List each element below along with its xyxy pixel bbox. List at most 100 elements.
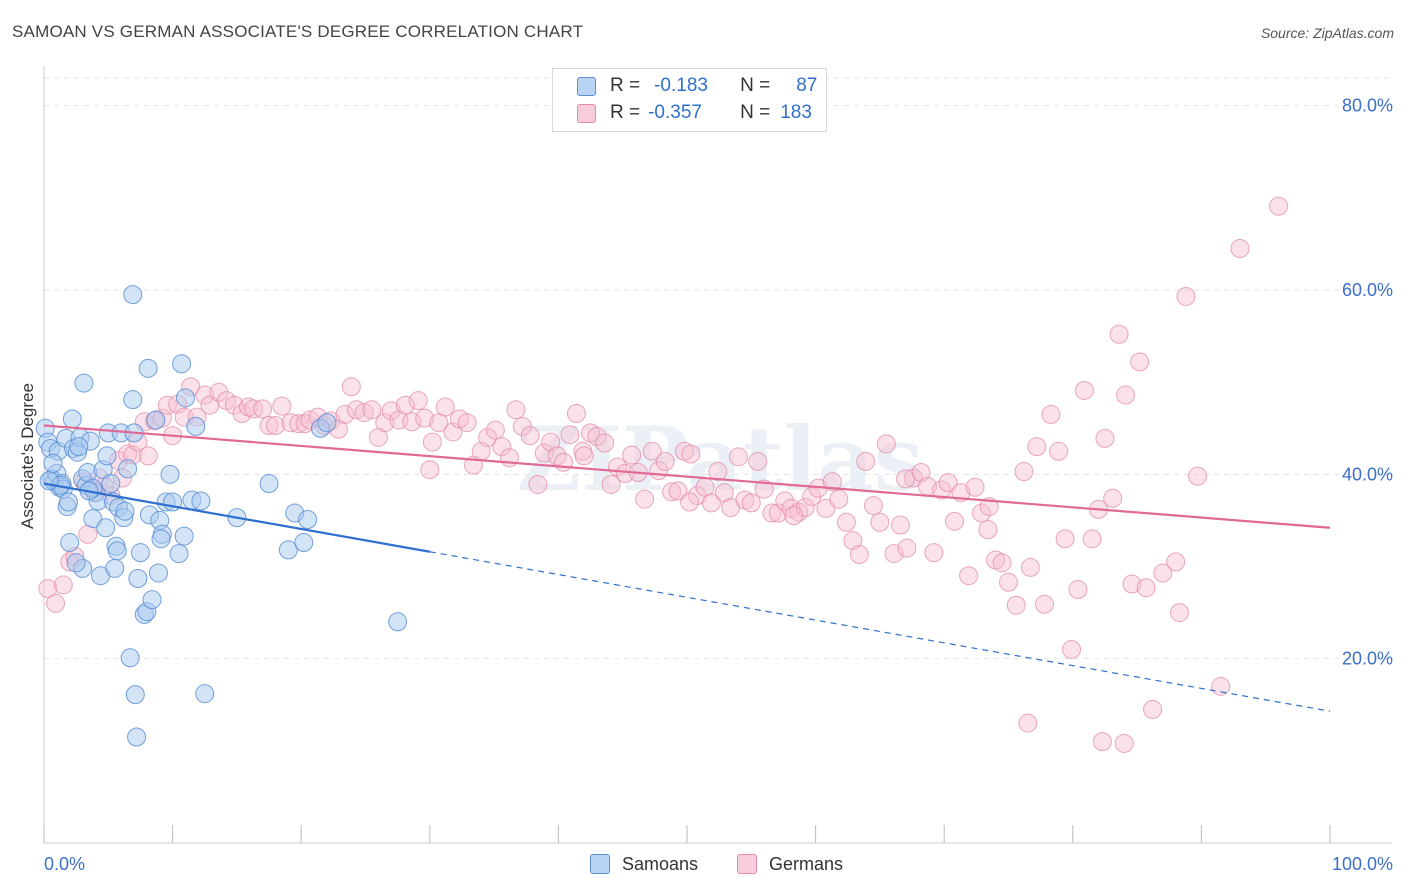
german-point xyxy=(1230,239,1250,259)
samoan-point xyxy=(317,413,337,433)
samoan-point xyxy=(60,533,80,553)
samoan-point xyxy=(123,390,143,410)
german-point xyxy=(38,579,58,599)
german-point xyxy=(402,412,422,432)
german-point xyxy=(375,413,395,433)
german-point xyxy=(520,426,540,446)
samoan-point xyxy=(127,727,147,747)
german-point xyxy=(836,512,856,532)
samoan-point xyxy=(118,459,138,479)
german-point xyxy=(1143,699,1163,719)
y-tick-label: 80.0% xyxy=(1342,96,1393,116)
german-point xyxy=(408,391,428,411)
german-point xyxy=(272,396,292,416)
german-point xyxy=(754,479,774,499)
german-point xyxy=(999,572,1018,592)
german-point xyxy=(748,451,768,471)
german-point xyxy=(1188,466,1208,486)
german-point xyxy=(506,400,526,420)
german-point xyxy=(1122,574,1142,594)
samoan-point xyxy=(66,553,86,573)
legend-row-samoans: R = -0.183 N = 87 xyxy=(577,74,817,98)
samoan-point xyxy=(96,518,116,538)
german-point xyxy=(965,477,985,497)
german-point xyxy=(668,481,688,501)
german-point xyxy=(341,377,361,397)
german-point xyxy=(662,482,682,502)
german-point xyxy=(478,427,498,447)
german-point xyxy=(728,447,748,467)
german-point xyxy=(485,420,505,440)
samoan-point xyxy=(62,409,82,429)
samoan-point xyxy=(169,544,189,564)
german-point xyxy=(289,414,309,434)
samoan-point xyxy=(130,543,150,563)
samoan-point xyxy=(191,491,211,511)
german-point xyxy=(53,575,73,595)
german-point xyxy=(822,472,842,492)
bottom-legend-samoans: Samoans xyxy=(590,852,698,876)
bottom-samoan-label: Samoans xyxy=(622,853,699,874)
samoan-n-value: 87 xyxy=(796,75,818,96)
german-point xyxy=(1082,529,1102,549)
samoan-point xyxy=(101,474,121,494)
german-point xyxy=(1041,404,1061,424)
chart-title: SAMOAN VS GERMAN ASSOCIATE'S DEGREE CORR… xyxy=(12,22,584,41)
german-point xyxy=(422,432,442,452)
samoan-point xyxy=(172,354,192,374)
bottom-german-label: Germans xyxy=(769,853,844,874)
german-point xyxy=(541,432,561,452)
samoan-point xyxy=(259,474,279,494)
y-tick-label: 40.0% xyxy=(1342,464,1393,484)
german-point xyxy=(897,538,917,558)
german-point xyxy=(1006,595,1026,615)
german-point xyxy=(992,553,1012,573)
samoan-point xyxy=(69,437,89,457)
german-point xyxy=(224,395,244,415)
german-point xyxy=(265,415,285,435)
y-axis-label: Associate's Degree xyxy=(18,383,37,529)
german-point xyxy=(1114,733,1134,753)
samoan-point xyxy=(115,501,135,521)
german-point xyxy=(1166,552,1186,572)
german-point xyxy=(1176,286,1196,306)
german-point xyxy=(566,403,586,423)
samoan-point xyxy=(175,388,195,408)
german-point xyxy=(680,492,700,512)
german-point xyxy=(195,385,215,405)
samoan-trend-line xyxy=(43,482,430,553)
german-point xyxy=(701,493,721,513)
german-point xyxy=(896,469,916,489)
y-tick-label: 20.0% xyxy=(1342,649,1393,669)
samoan-point xyxy=(43,453,63,473)
german-point xyxy=(1170,603,1190,623)
samoan-point xyxy=(97,446,117,466)
german-point xyxy=(528,474,548,494)
german-point xyxy=(762,503,782,523)
samoan-point xyxy=(160,464,180,484)
german-n-value: 183 xyxy=(780,102,812,123)
german-point xyxy=(1153,563,1173,583)
german-point xyxy=(46,593,66,613)
german-point xyxy=(890,515,910,535)
german-point xyxy=(554,452,574,472)
german-point xyxy=(775,491,795,511)
samoan-point xyxy=(120,648,140,668)
german-point xyxy=(587,427,607,447)
x-tick-label-max: 100.0% xyxy=(1332,854,1393,874)
samoan-r-value: -0.183 xyxy=(654,75,708,96)
samoan-point xyxy=(83,509,103,529)
german-point xyxy=(622,445,642,465)
bottom-samoan-swatch xyxy=(590,854,610,874)
german-points xyxy=(38,196,1289,753)
german-point xyxy=(681,444,701,464)
samoan-point xyxy=(142,590,162,610)
german-point xyxy=(708,462,728,482)
bottom-legend-germans: Germans xyxy=(737,852,843,876)
german-point xyxy=(768,503,788,523)
samoan-point xyxy=(388,612,408,632)
samoan-n-label: N = xyxy=(740,75,771,96)
samoan-point xyxy=(146,410,166,430)
german-r-label: R = xyxy=(610,102,641,123)
